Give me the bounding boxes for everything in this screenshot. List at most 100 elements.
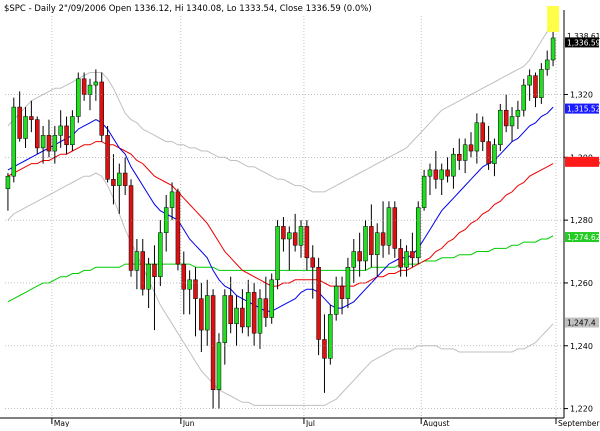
moving-averages xyxy=(7,106,554,312)
candle-body xyxy=(527,75,532,86)
candle-body xyxy=(93,81,99,86)
candle-body xyxy=(193,279,198,299)
candle-body xyxy=(234,307,239,325)
candle-body xyxy=(363,226,368,262)
candle-body xyxy=(533,75,538,98)
candle-body xyxy=(222,295,228,343)
y-tick-label: 1,280 xyxy=(570,216,593,225)
y-tick-label: 1,320 xyxy=(570,91,593,100)
candle-body xyxy=(228,295,233,325)
candle-body xyxy=(339,285,345,299)
candle-body xyxy=(416,207,421,259)
candle-body xyxy=(216,342,222,390)
candle-body xyxy=(451,153,456,177)
band-upper-line xyxy=(7,22,554,193)
y-tick-label: 1,240 xyxy=(570,342,593,351)
candle-body xyxy=(316,267,321,340)
candle-body xyxy=(333,285,339,315)
y-tick-label: 1,220 xyxy=(570,405,593,414)
candle-body xyxy=(52,135,58,152)
price-label-box xyxy=(565,31,599,42)
candle-body xyxy=(427,169,433,177)
candle-body xyxy=(34,119,40,149)
candle-body xyxy=(292,232,298,246)
candle-body xyxy=(269,279,274,318)
candle-body xyxy=(357,251,362,262)
candle-body xyxy=(210,295,216,390)
candle-body xyxy=(386,207,392,246)
chart-header: $SPC - Daily 2"/09/2006 Open 1336.12, Hi… xyxy=(4,4,372,14)
candle-body xyxy=(117,172,122,186)
candle-body xyxy=(539,69,544,98)
price-label-box xyxy=(565,37,599,48)
price-label-box xyxy=(565,232,599,243)
price-label-box xyxy=(565,317,599,328)
candle-body xyxy=(351,251,357,268)
candle-body xyxy=(281,226,286,240)
candle-body xyxy=(187,279,192,290)
band-lower-line xyxy=(7,172,554,406)
candle-body xyxy=(304,226,310,259)
candle-body xyxy=(17,106,22,139)
candle-body xyxy=(128,185,134,271)
candle-body xyxy=(23,116,28,139)
candle-body xyxy=(99,81,104,136)
candle-body xyxy=(492,144,497,164)
candle-body xyxy=(146,263,151,290)
candle-body xyxy=(380,232,386,246)
candle-body xyxy=(76,78,81,117)
price-label-text: 1,336.59 xyxy=(567,38,600,47)
candle-body xyxy=(480,122,485,142)
x-tick-label: Jun xyxy=(182,419,195,427)
candle-body xyxy=(122,172,128,186)
candle-body xyxy=(158,232,163,277)
candle-body xyxy=(111,179,116,186)
candle-body xyxy=(257,298,263,334)
candle-body xyxy=(204,295,210,331)
price-label-text: 1,247.4 xyxy=(567,319,596,328)
candle-body xyxy=(503,109,509,127)
candle-body xyxy=(5,175,11,189)
candle-body xyxy=(398,248,403,268)
candle-body xyxy=(152,263,157,277)
last-bar-highlight xyxy=(547,6,560,32)
candle-body xyxy=(81,78,87,95)
candle-body xyxy=(515,109,521,117)
candle-body xyxy=(246,292,251,328)
candlesticks xyxy=(5,31,556,409)
candle-body xyxy=(169,191,175,208)
candle-body xyxy=(509,116,515,127)
candle-body xyxy=(134,251,140,271)
candle-body xyxy=(298,226,304,246)
x-tick-label: August xyxy=(423,419,449,427)
candle-body xyxy=(474,122,480,152)
candle-body xyxy=(46,135,52,152)
y-tick-label: 1,260 xyxy=(570,279,593,288)
candle-body xyxy=(374,232,380,255)
candle-body xyxy=(521,84,527,111)
price-label-box xyxy=(565,156,599,167)
price-label-text: 1,315.52 xyxy=(567,105,600,114)
ma-slow-line xyxy=(7,235,554,303)
bollinger-bands xyxy=(7,22,554,406)
candle-body xyxy=(439,169,444,180)
candle-body xyxy=(468,144,474,152)
candle-body xyxy=(445,169,450,177)
price-label-box xyxy=(565,103,599,114)
candle-body xyxy=(498,109,503,146)
x-tick-label: Jul xyxy=(305,419,315,427)
candle-body xyxy=(404,251,409,268)
candle-body xyxy=(544,59,550,70)
candle-body xyxy=(175,191,181,265)
price-label-text: 1,298.56 xyxy=(567,158,600,167)
candle-body xyxy=(29,116,34,120)
candle-body xyxy=(392,207,398,249)
candle-body xyxy=(251,292,257,334)
candle-body xyxy=(263,298,269,318)
candle-body xyxy=(140,251,145,290)
candle-body xyxy=(369,226,374,255)
candle-body xyxy=(462,144,468,161)
candle-body xyxy=(550,37,556,61)
candle-body xyxy=(70,116,75,146)
